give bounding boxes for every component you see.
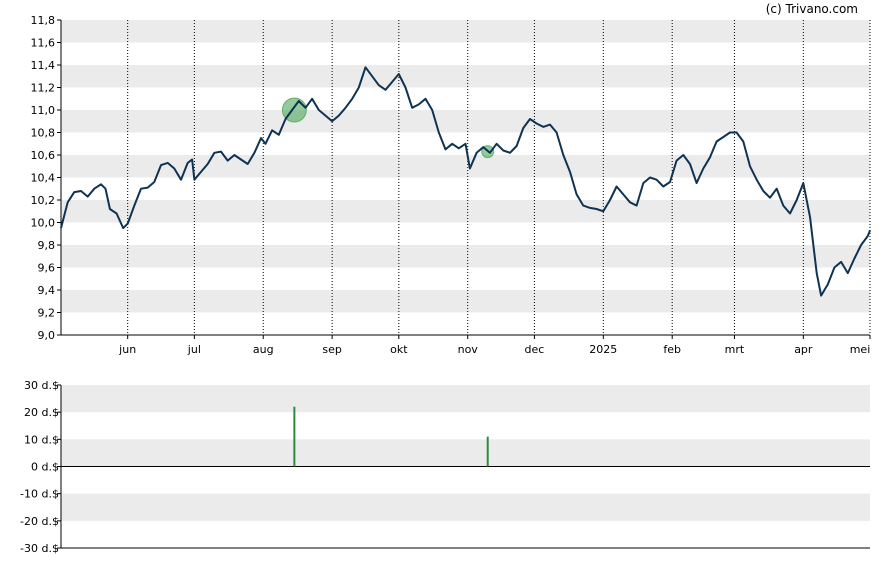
y-tick-label: 9,8 bbox=[38, 239, 56, 252]
grid-band bbox=[61, 385, 870, 413]
y-tick-label: 10,8 bbox=[31, 127, 56, 140]
grid-band bbox=[61, 439, 870, 467]
x-tick-label: apr bbox=[794, 343, 813, 356]
credit-text: (c) Trivano.com bbox=[765, 2, 858, 16]
x-tick-label: mei bbox=[850, 343, 871, 356]
x-tick-label: aug bbox=[253, 343, 274, 356]
price-chart: jun jul aug sep okt nov dec 2025 feb mrt apr mei 9,0… bbox=[31, 14, 871, 356]
y-tick-label: 0 d.$ bbox=[31, 461, 59, 474]
grid-band bbox=[61, 155, 870, 178]
y-tick-label: 11,8 bbox=[31, 14, 56, 27]
y-tick-label: 11,2 bbox=[31, 82, 56, 95]
y-tick-label: 9,4 bbox=[38, 284, 56, 297]
x-tick-label: nov bbox=[458, 343, 479, 356]
y-tick-label: 9,0 bbox=[38, 329, 56, 342]
x-tick-label: jul bbox=[187, 343, 201, 356]
y-tick-label: 11,6 bbox=[31, 37, 56, 50]
x-tick-label: okt bbox=[390, 343, 408, 356]
y-tick-label: -10 d.$ bbox=[20, 488, 59, 501]
y-tick-label: 10 d.$ bbox=[24, 433, 59, 446]
y-tick-label: -20 d.$ bbox=[20, 515, 59, 528]
grid-band bbox=[61, 245, 870, 268]
grid-band bbox=[61, 200, 870, 223]
x-tick-label: 2025 bbox=[589, 343, 617, 356]
y-tick-label: 10,6 bbox=[31, 149, 56, 162]
grid-band bbox=[61, 20, 870, 43]
y-tick-label: 11,0 bbox=[31, 104, 56, 117]
x-tick-label: jun bbox=[118, 343, 136, 356]
y-tick-label: 30 d.$ bbox=[24, 379, 59, 392]
grid-band bbox=[61, 493, 870, 521]
y-tick-label: 9,6 bbox=[38, 262, 56, 275]
x-tick-label: dec bbox=[524, 343, 544, 356]
grid-band bbox=[61, 110, 870, 133]
grid-band bbox=[61, 65, 870, 88]
x-tick-label: mrt bbox=[725, 343, 745, 356]
y-tick-label: 11,4 bbox=[31, 59, 56, 72]
y-tick-label: -30 d.$ bbox=[20, 542, 59, 555]
price-line bbox=[60, 66, 871, 297]
grid-band bbox=[61, 290, 870, 313]
x-tick-label: sep bbox=[322, 343, 341, 356]
y-tick-label: 9,2 bbox=[38, 307, 56, 320]
y-tick-label: 10,2 bbox=[31, 194, 56, 207]
y-tick-label: 20 d.$ bbox=[24, 406, 59, 419]
dividend-chart: 30 d.$ 20 d.$ 10 d.$ 0 d.$ -10 d.$ -20 d.$ -30… bbox=[20, 379, 870, 555]
y-tick-label: 10,0 bbox=[31, 217, 56, 230]
x-tick-label: feb bbox=[663, 343, 681, 356]
y-tick-label: 10,4 bbox=[31, 172, 56, 185]
